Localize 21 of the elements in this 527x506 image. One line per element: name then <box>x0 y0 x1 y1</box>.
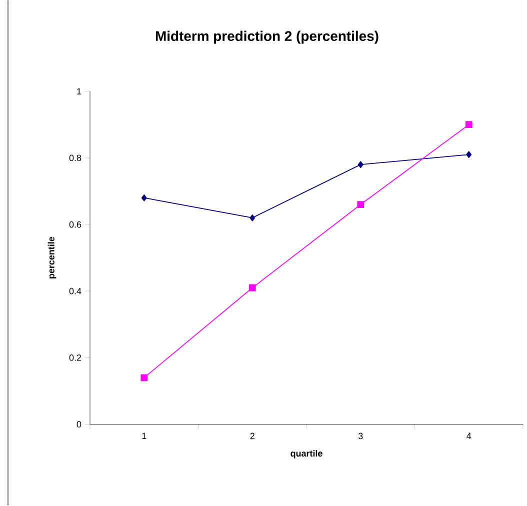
point <box>358 161 364 168</box>
point <box>248 284 256 292</box>
point <box>357 201 364 208</box>
point <box>141 194 147 202</box>
point <box>140 374 148 382</box>
point <box>466 151 472 158</box>
y-tick-label: 0.8 <box>69 154 82 162</box>
y-tick-label: 0.4 <box>69 288 82 294</box>
x-tick-label: 1 <box>142 433 146 440</box>
y-tick-label: 0 <box>76 421 82 428</box>
x-tick-label: 2 <box>250 433 254 440</box>
y-axis-title: percentile <box>48 237 56 279</box>
point <box>250 214 256 222</box>
point <box>465 121 472 128</box>
y-tick-label: 0.2 <box>69 354 82 362</box>
x-tick-label: 3 <box>358 433 363 440</box>
y-tick-label: 0.6 <box>69 222 82 228</box>
y-tick-label: 1 <box>77 88 82 95</box>
chart-title: Midterm prediction 2 (percentiles) <box>156 30 378 44</box>
x-axis-title: quartile <box>290 450 322 459</box>
x-tick-label: 4 <box>466 433 472 440</box>
